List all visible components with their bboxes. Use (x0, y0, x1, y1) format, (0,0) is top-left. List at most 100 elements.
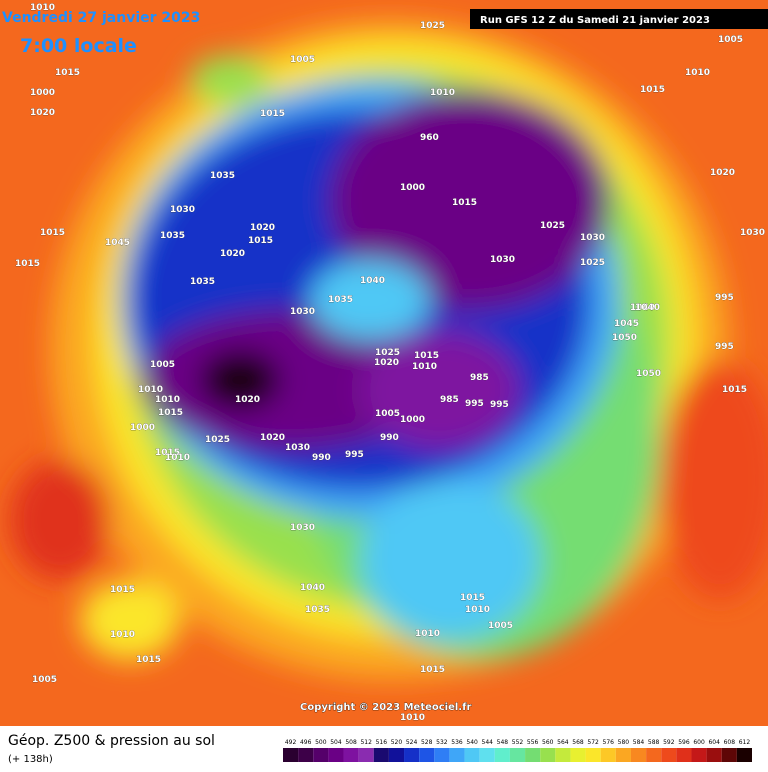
scale-label: 584 (633, 739, 645, 746)
scale-label: 608 (724, 739, 736, 746)
scale-swatch (630, 748, 647, 762)
pressure-label: 995 (345, 450, 364, 460)
pressure-label: 1030 (580, 233, 605, 243)
scale-swatch (464, 748, 480, 762)
pressure-label: 985 (440, 395, 459, 405)
scale-label: 540 (466, 739, 478, 746)
scale-swatch (736, 748, 752, 762)
pressure-label: 995 (490, 400, 509, 410)
scale-label: 516 (376, 739, 388, 746)
scale-swatch (555, 748, 571, 762)
pressure-label: 1010 (415, 629, 440, 639)
scale-label: 612 (739, 739, 751, 746)
copyright: Copyright © 2023 Meteociel.fr (300, 702, 471, 713)
scale-label: 556 (527, 739, 539, 746)
pressure-label: 1010 (165, 453, 190, 463)
pressure-label: 1025 (540, 221, 565, 231)
pressure-label: 1000 (130, 423, 155, 433)
pressure-label: 1045 (614, 319, 639, 329)
pressure-label: 1015 (640, 85, 665, 95)
scale-swatch (328, 748, 344, 762)
scale-label: 588 (648, 739, 660, 746)
pressure-label: 1030 (740, 228, 765, 238)
scale-swatch (691, 748, 707, 762)
scale-label: 560 (542, 739, 554, 746)
pressure-label: 1035 (160, 231, 185, 241)
pressure-label: 1030 (490, 255, 515, 265)
scale-label: 592 (663, 739, 675, 746)
pressure-label: 1005 (375, 409, 400, 419)
scale-label: 512 (360, 739, 372, 746)
scale-label: 548 (497, 739, 509, 746)
pressure-label: 990 (380, 433, 399, 443)
pressure-label: 1010 (30, 3, 55, 13)
scale-label: 496 (300, 739, 312, 746)
scale-label: 508 (345, 739, 357, 746)
scale-swatch (313, 748, 329, 762)
color-scale: 492 496 500 504 508 512 516 520 524 528 532 536 540 5… (283, 739, 752, 762)
pressure-label: 1020 (250, 223, 275, 233)
scale-swatch (449, 748, 465, 762)
scale-swatch (343, 748, 359, 762)
scale-swatch (661, 748, 677, 762)
pressure-label: 1005 (32, 675, 57, 685)
scale-label: 564 (557, 739, 569, 746)
scale-swatch (298, 748, 314, 762)
pressure-label: 1035 (305, 605, 330, 615)
pressure-label: 1040 (630, 303, 655, 313)
scale-label: 552 (512, 739, 524, 746)
run-box (470, 9, 768, 29)
scale-swatch (434, 748, 450, 762)
pressure-label: 1025 (375, 348, 400, 358)
pressure-label: 1020 (235, 395, 260, 405)
pressure-label: 1015 (420, 665, 445, 675)
pressure-label: 1015 (414, 351, 439, 361)
scale-swatch (283, 748, 299, 762)
pressure-label: 995 (715, 293, 734, 303)
scale-swatch (585, 748, 601, 762)
scale-label: 596 (678, 739, 690, 746)
pressure-label: 1005 (290, 55, 315, 65)
footer-title: Géop. Z500 & pression au sol (8, 733, 215, 749)
pressure-label: 1010 (430, 88, 455, 98)
scale-label: 576 (603, 739, 615, 746)
pressure-label: 995 (715, 342, 734, 352)
pressure-label: 1015 (136, 655, 161, 665)
pressure-label: 1035 (190, 277, 215, 287)
scale-label: 492 (285, 739, 297, 746)
pressure-label: 1020 (710, 168, 735, 178)
pressure-label: 1040 (300, 583, 325, 593)
scale-swatch (676, 748, 692, 762)
pressure-label: 1025 (205, 435, 230, 445)
scale-label: 544 (482, 739, 494, 746)
scale-label: 600 (693, 739, 705, 746)
pressure-label: 960 (420, 133, 439, 143)
pressure-label: 1030 (170, 205, 195, 215)
scale-label: 520 (391, 739, 403, 746)
scale-swatch (358, 748, 374, 762)
scale-label: 524 (406, 739, 418, 746)
footer-subtitle: (+ 138h) (8, 754, 53, 765)
pressure-label: 1015 (460, 593, 485, 603)
pressure-label: 1045 (105, 238, 130, 248)
pressure-label: 1035 (328, 295, 353, 305)
scale-label: 500 (315, 739, 327, 746)
pressure-label: 1050 (612, 333, 637, 343)
pressure-label: 1015 (452, 198, 477, 208)
pressure-label: 1000 (400, 183, 425, 193)
pressure-label: 1020 (374, 358, 399, 368)
pressure-label: 1015 (40, 228, 65, 238)
pressure-label: 1035 (210, 171, 235, 181)
pressure-label: 1005 (718, 35, 743, 45)
pressure-labels: 1010101510201015102510051010100010101005… (15, 3, 765, 723)
pressure-label: 1010 (465, 605, 490, 615)
scale-swatch (404, 748, 420, 762)
pressure-label: 1040 (635, 303, 660, 313)
pressure-label: 1015 (155, 448, 180, 458)
pressure-label: 1050 (636, 369, 661, 379)
pressure-label: 985 (470, 373, 489, 383)
scale-swatch (646, 748, 662, 762)
run-info: Run GFS 12 Z du Samedi 21 janvier 2023 (480, 15, 710, 26)
